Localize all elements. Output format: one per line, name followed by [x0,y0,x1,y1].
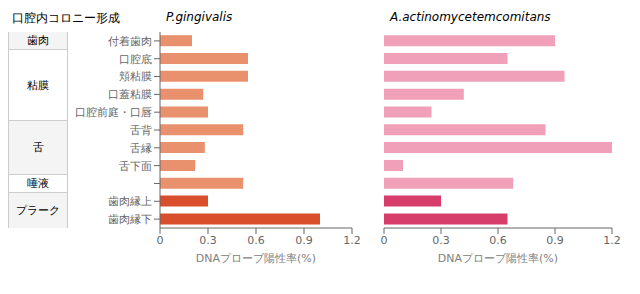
svg-text:0.9: 0.9 [295,234,313,247]
html-text:口腔内コロニー形成: 口腔内コロニー形成 [12,11,120,25]
html-text:P.gingivalis: P.gingivalis [166,10,233,24]
html-text:A.actinomycetemcomitans: A.actinomycetemcomitans [390,10,551,24]
html-text:プラーク: プラーク [16,204,60,217]
svg-text:0.6: 0.6 [489,234,507,247]
svg-text:舌下面: 舌下面 [119,160,152,173]
html-text:舌: 舌 [32,140,44,154]
svg-text:DNAプローブ陽性率(%): DNAプローブ陽性率(%) [196,252,316,264]
svg-text:口蓋粘膜: 口蓋粘膜 [108,88,152,101]
svg-text:DNAプローブ陽性率(%): DNAプローブ陽性率(%) [438,252,558,264]
svg-text:口腔前庭・口唇: 口腔前庭・口唇 [75,106,152,119]
svg-text:歯肉縁下: 歯肉縁下 [108,213,152,226]
svg-text:0.9: 0.9 [546,234,564,247]
svg-text:舌背: 舌背 [130,124,152,137]
html-text:唾液: 唾液 [27,176,49,190]
svg-text:付着歯肉: 付着歯肉 [108,35,152,48]
svg-text:0.3: 0.3 [432,234,450,247]
svg-text:頬粘膜: 頬粘膜 [119,70,152,83]
svg-text:0: 0 [157,234,164,247]
svg-text:0: 0 [381,234,388,247]
svg-text:舌縁: 舌縁 [130,142,152,155]
html-text:粘膜: 粘膜 [27,78,49,92]
svg-text:0.6: 0.6 [247,234,265,247]
svg-text:1.2: 1.2 [603,234,621,247]
svg-text:歯肉縁上: 歯肉縁上 [108,195,152,208]
svg-text:1.2: 1.2 [343,234,361,247]
svg-text:0.3: 0.3 [199,234,217,247]
html-text:歯肉: 歯肉 [27,34,49,48]
svg-text:口腔底: 口腔底 [119,53,152,66]
